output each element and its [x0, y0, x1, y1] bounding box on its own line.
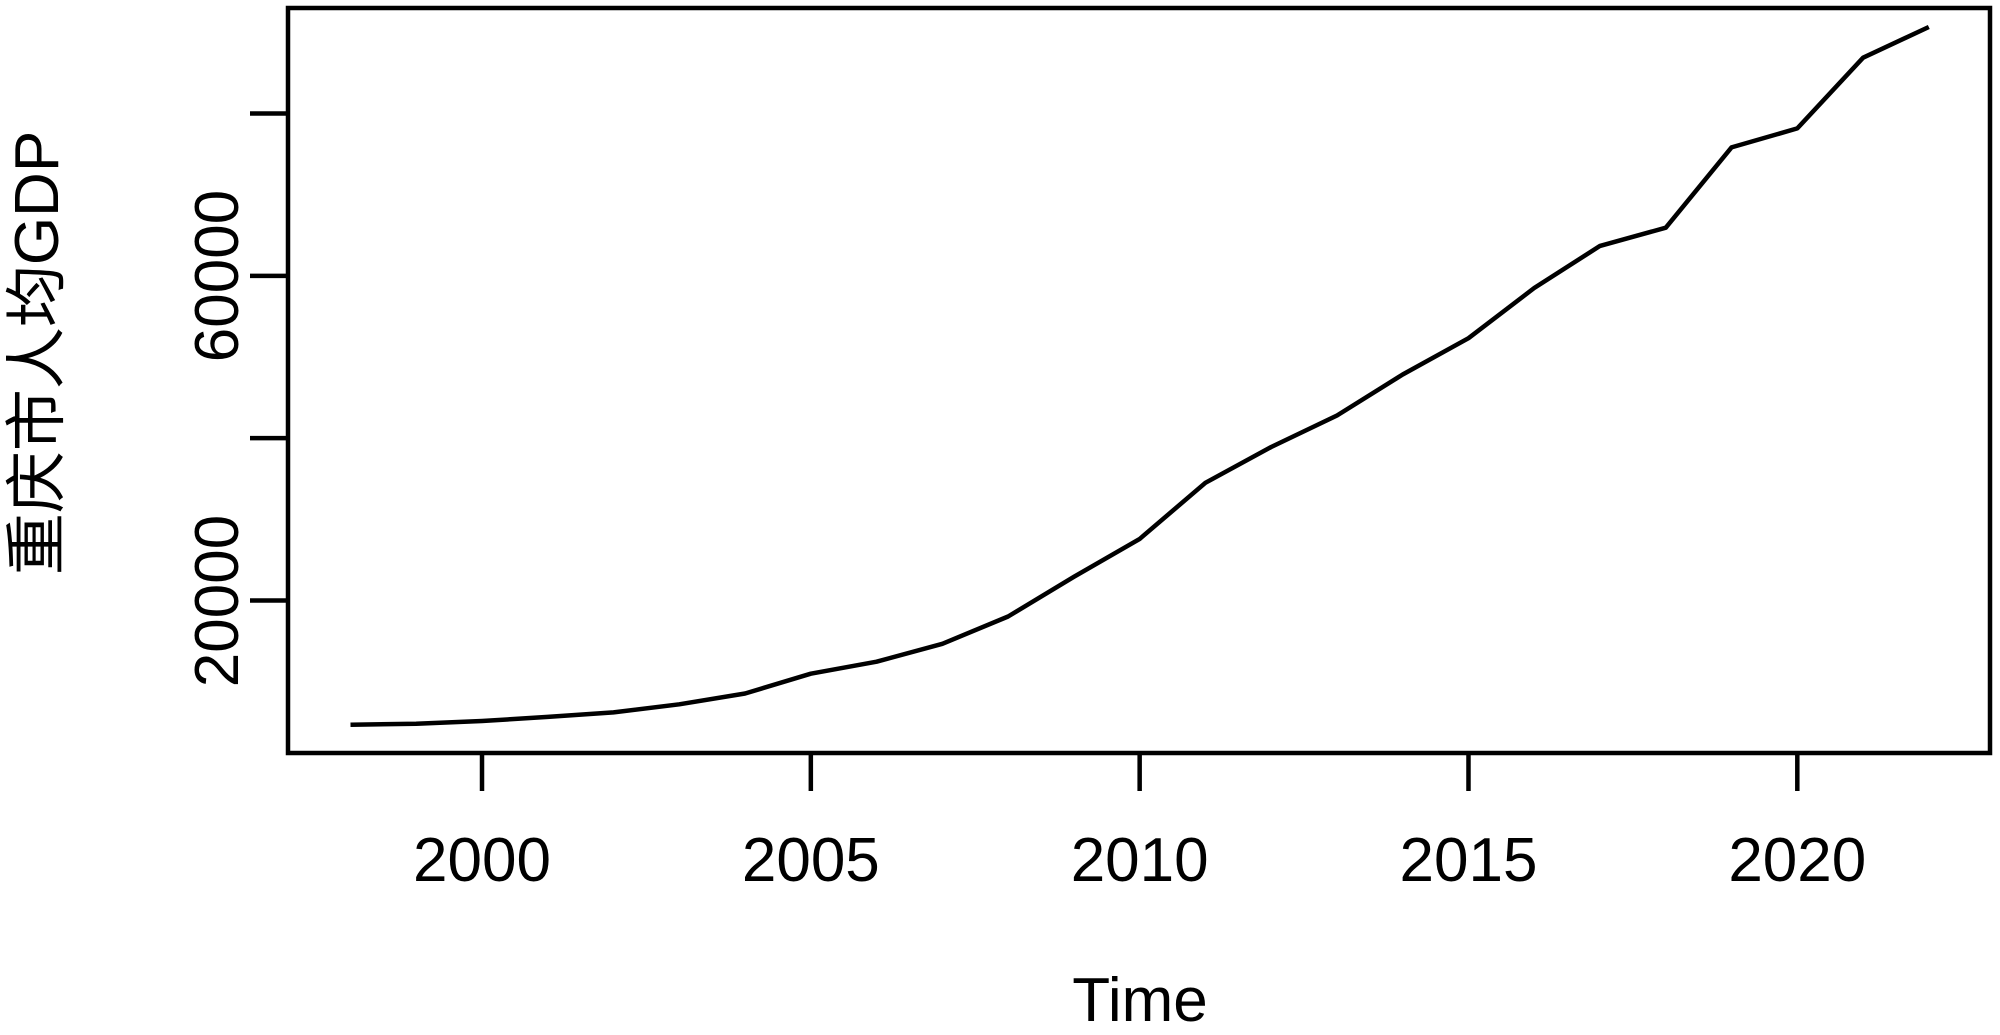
x-tick-label-2010: 2010 [1070, 826, 1209, 895]
y-axis-title: 重庆市人均GDP [3, 130, 72, 576]
x-tick-label-2015: 2015 [1399, 826, 1538, 895]
y-tick-label-60000: 60000 [183, 189, 252, 363]
y-tick-label-20000: 20000 [183, 514, 252, 687]
gdp-series-line [350, 24, 1930, 728]
x-tick-label-2020: 2020 [1728, 826, 1867, 895]
x-tick-label-2005: 2005 [741, 826, 880, 895]
x-tick-label-2000: 2000 [413, 826, 551, 895]
plot-box [285, 5, 1993, 756]
x-axis-title: Time [1072, 966, 1208, 1035]
